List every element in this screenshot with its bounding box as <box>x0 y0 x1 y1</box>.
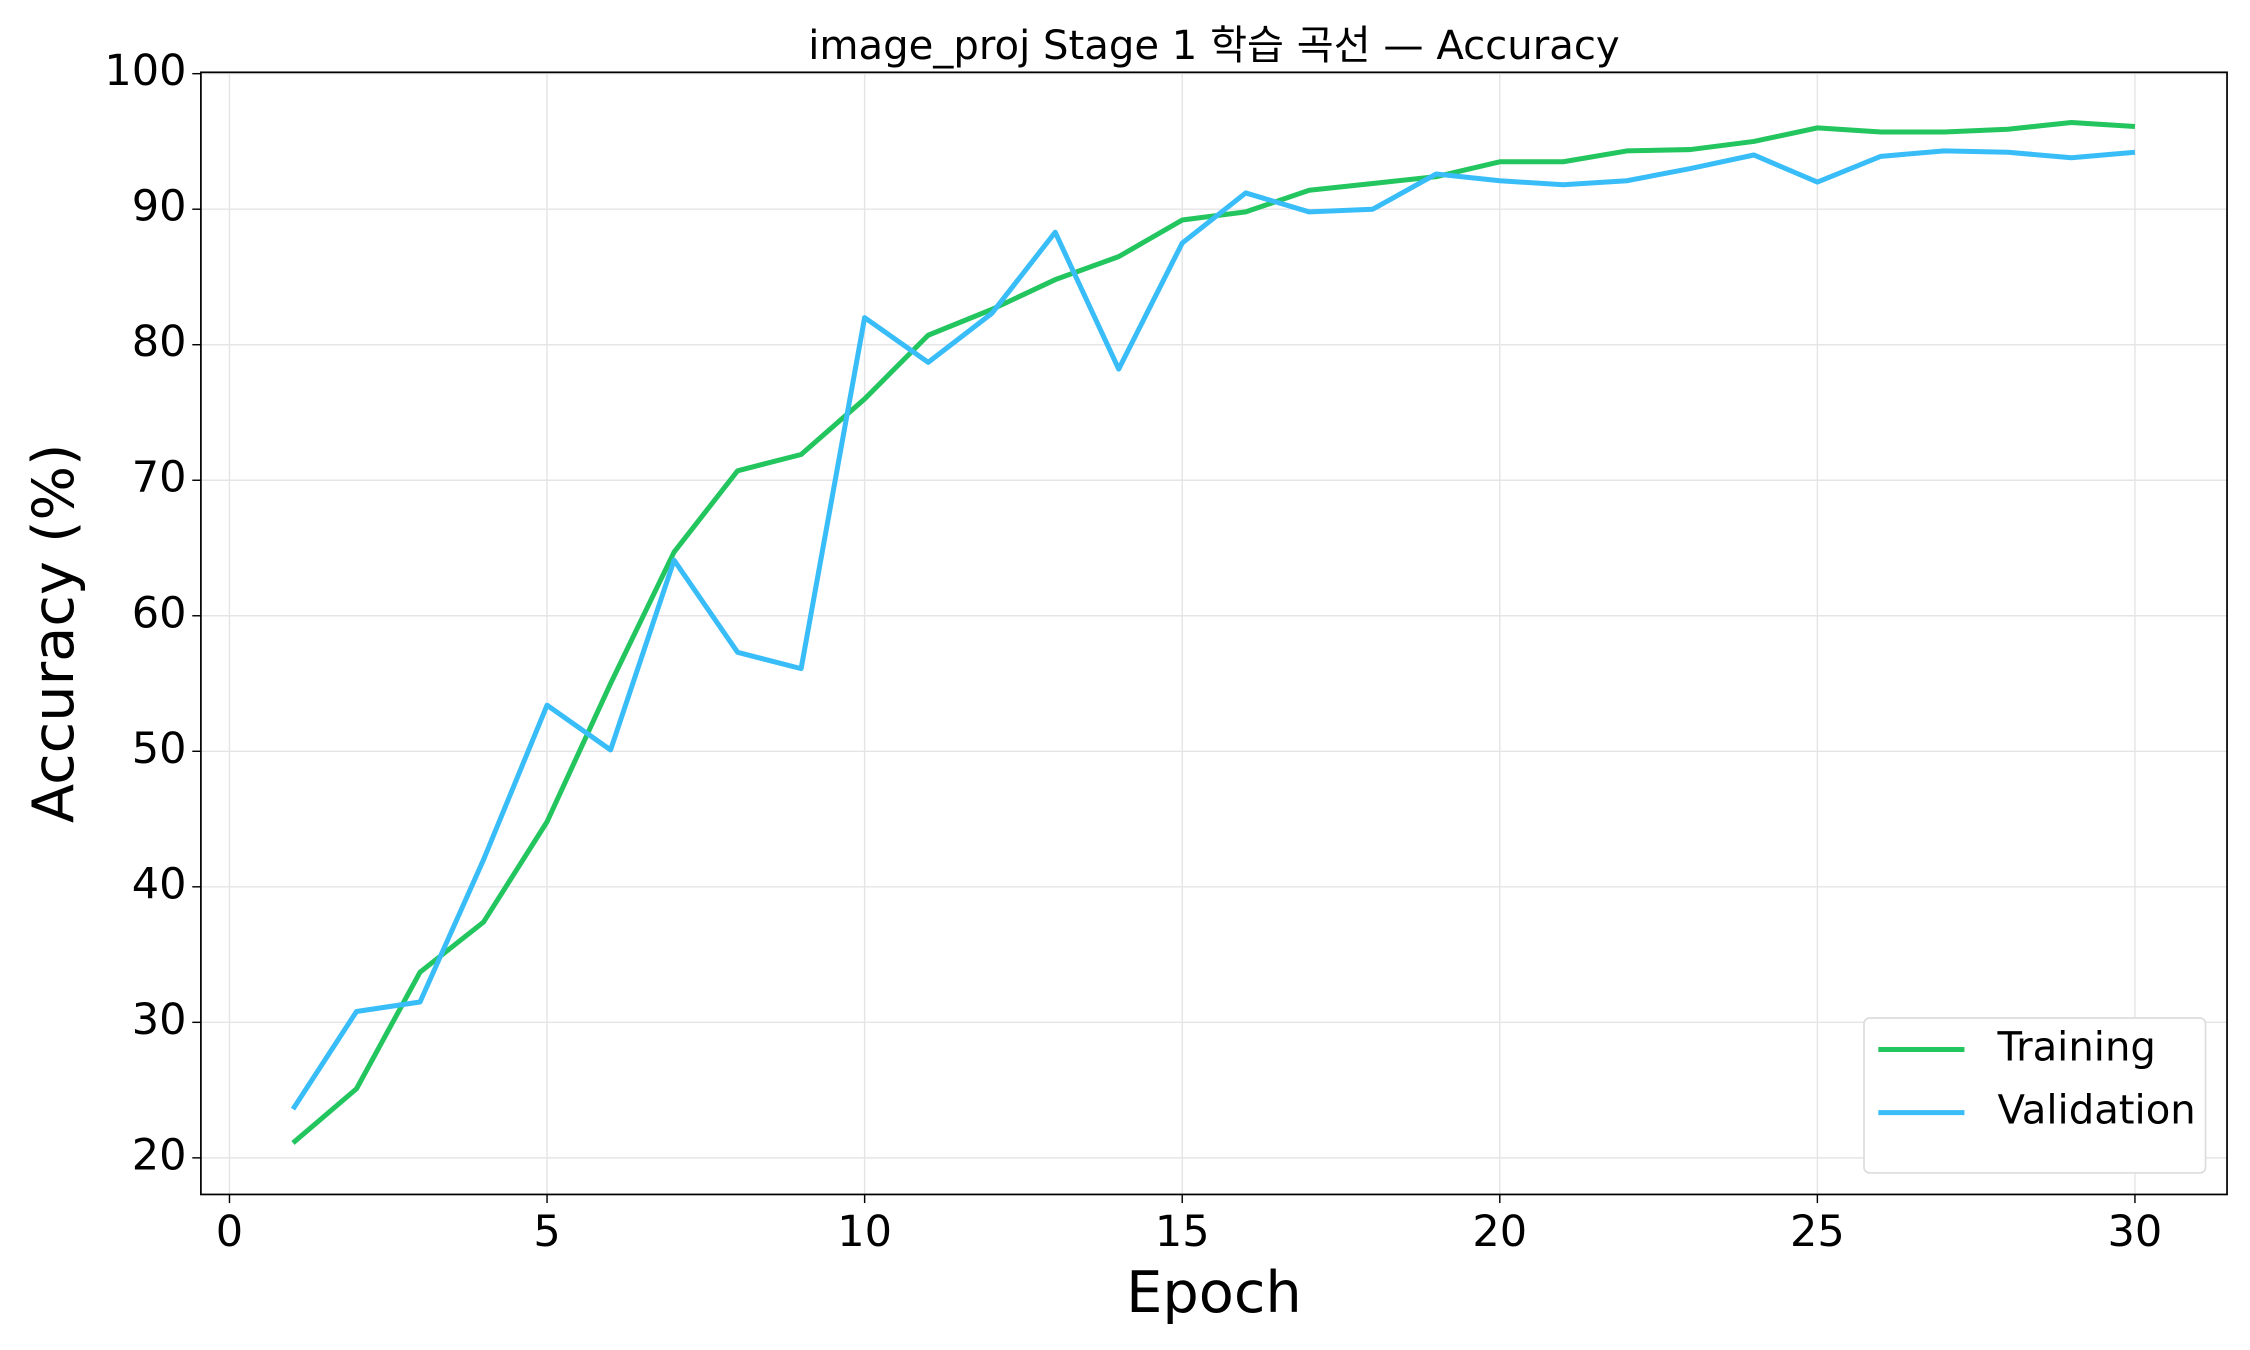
y-tick-label: 100 <box>104 46 186 96</box>
x-tick-label: 15 <box>1155 1207 1210 1257</box>
x-tick-label: 20 <box>1472 1207 1527 1257</box>
legend-box <box>1863 1017 2207 1174</box>
chart-title: image_proj Stage 1 학습 곡선 — Accuracy <box>808 23 1619 69</box>
y-tick-label: 40 <box>132 859 187 909</box>
y-tick-label: 50 <box>132 724 187 774</box>
plot-frame <box>200 71 2228 1196</box>
x-axis-label: Epoch <box>1126 1259 1302 1326</box>
x-tick-label: 5 <box>533 1207 560 1257</box>
y-tick-label: 30 <box>132 995 187 1045</box>
y-tick-label: 20 <box>132 1130 187 1180</box>
y-tick-label: 80 <box>132 317 187 367</box>
y-tick-label: 70 <box>132 453 187 503</box>
y-tick-label: 90 <box>132 182 187 232</box>
x-tick-label: 30 <box>2108 1207 2163 1257</box>
y-tick-label: 60 <box>132 588 187 638</box>
data-line <box>291 119 2136 1145</box>
y-axis-label: Accuracy (%) <box>20 444 87 823</box>
x-tick-label: 0 <box>216 1207 243 1257</box>
legend-label: Validation <box>1997 1088 2195 1134</box>
data-line <box>290 148 2136 1111</box>
x-tick-label: 25 <box>1790 1207 1845 1257</box>
x-tick-label: 10 <box>837 1207 892 1257</box>
legend-label: Training <box>1996 1025 2155 1071</box>
